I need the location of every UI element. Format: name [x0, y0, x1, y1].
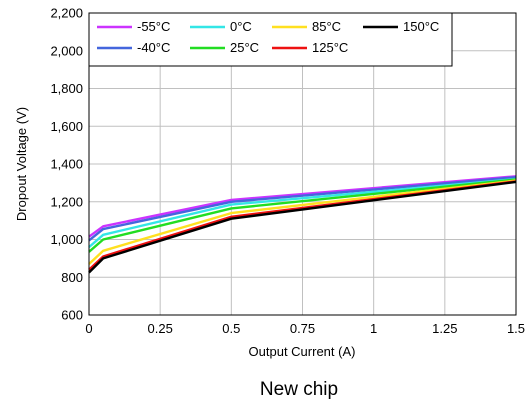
y-tick-label: 1,800: [50, 81, 83, 96]
x-tick-label: 1.5: [507, 321, 525, 336]
legend-entry-label: 150°C: [403, 19, 439, 34]
legend-entry-label: 85°C: [312, 19, 341, 34]
series-line: [88, 176, 517, 242]
legend-entry-label: -40°C: [137, 40, 170, 55]
x-tick-label: 1: [370, 321, 377, 336]
series-line: [88, 178, 517, 253]
legend-entry-label: -55°C: [137, 19, 170, 34]
x-tick-label: 1.25: [432, 321, 457, 336]
legend-entry-label: 25°C: [230, 40, 259, 55]
x-axis-tick-labels: 0 0.25 0.5 0.75 1 1.25 1.5: [85, 321, 525, 336]
series-line: [88, 177, 517, 249]
chart-caption: New chip: [260, 379, 338, 400]
y-tick-label: 1,200: [50, 194, 83, 209]
x-axis-title: Output Current (A): [249, 344, 356, 359]
y-tick-label: 2,200: [50, 6, 83, 21]
x-tick-label: 0.5: [222, 321, 240, 336]
series-lines: [88, 175, 517, 274]
legend-entry-label: 0°C: [230, 19, 252, 34]
x-tick-label: 0.75: [290, 321, 315, 336]
y-axis-tick-labels: 600 800 1,000 1,200 1,400 1,600 1,800 2,000 2,20…: [50, 6, 83, 323]
y-tick-label: 1,400: [50, 157, 83, 172]
legend-box: [88, 12, 453, 67]
y-tick-label: 800: [61, 270, 83, 285]
y-tick-label: 1,600: [50, 119, 83, 134]
y-tick-label: 1,000: [50, 232, 83, 247]
x-tick-label: 0.25: [148, 321, 173, 336]
legend: -55°C -40°C 0°C 25°C 85°C 125°C 150°C: [88, 12, 453, 67]
legend-entry-label: 125°C: [312, 40, 348, 55]
y-axis-title: Dropout Voltage (V): [14, 107, 29, 221]
series-line: [88, 179, 517, 265]
x-tick-label: 0: [85, 321, 92, 336]
y-tick-label: 2,000: [50, 43, 83, 58]
series-line: [88, 175, 517, 238]
y-tick-label: 600: [61, 308, 83, 323]
series-line: [88, 180, 517, 274]
